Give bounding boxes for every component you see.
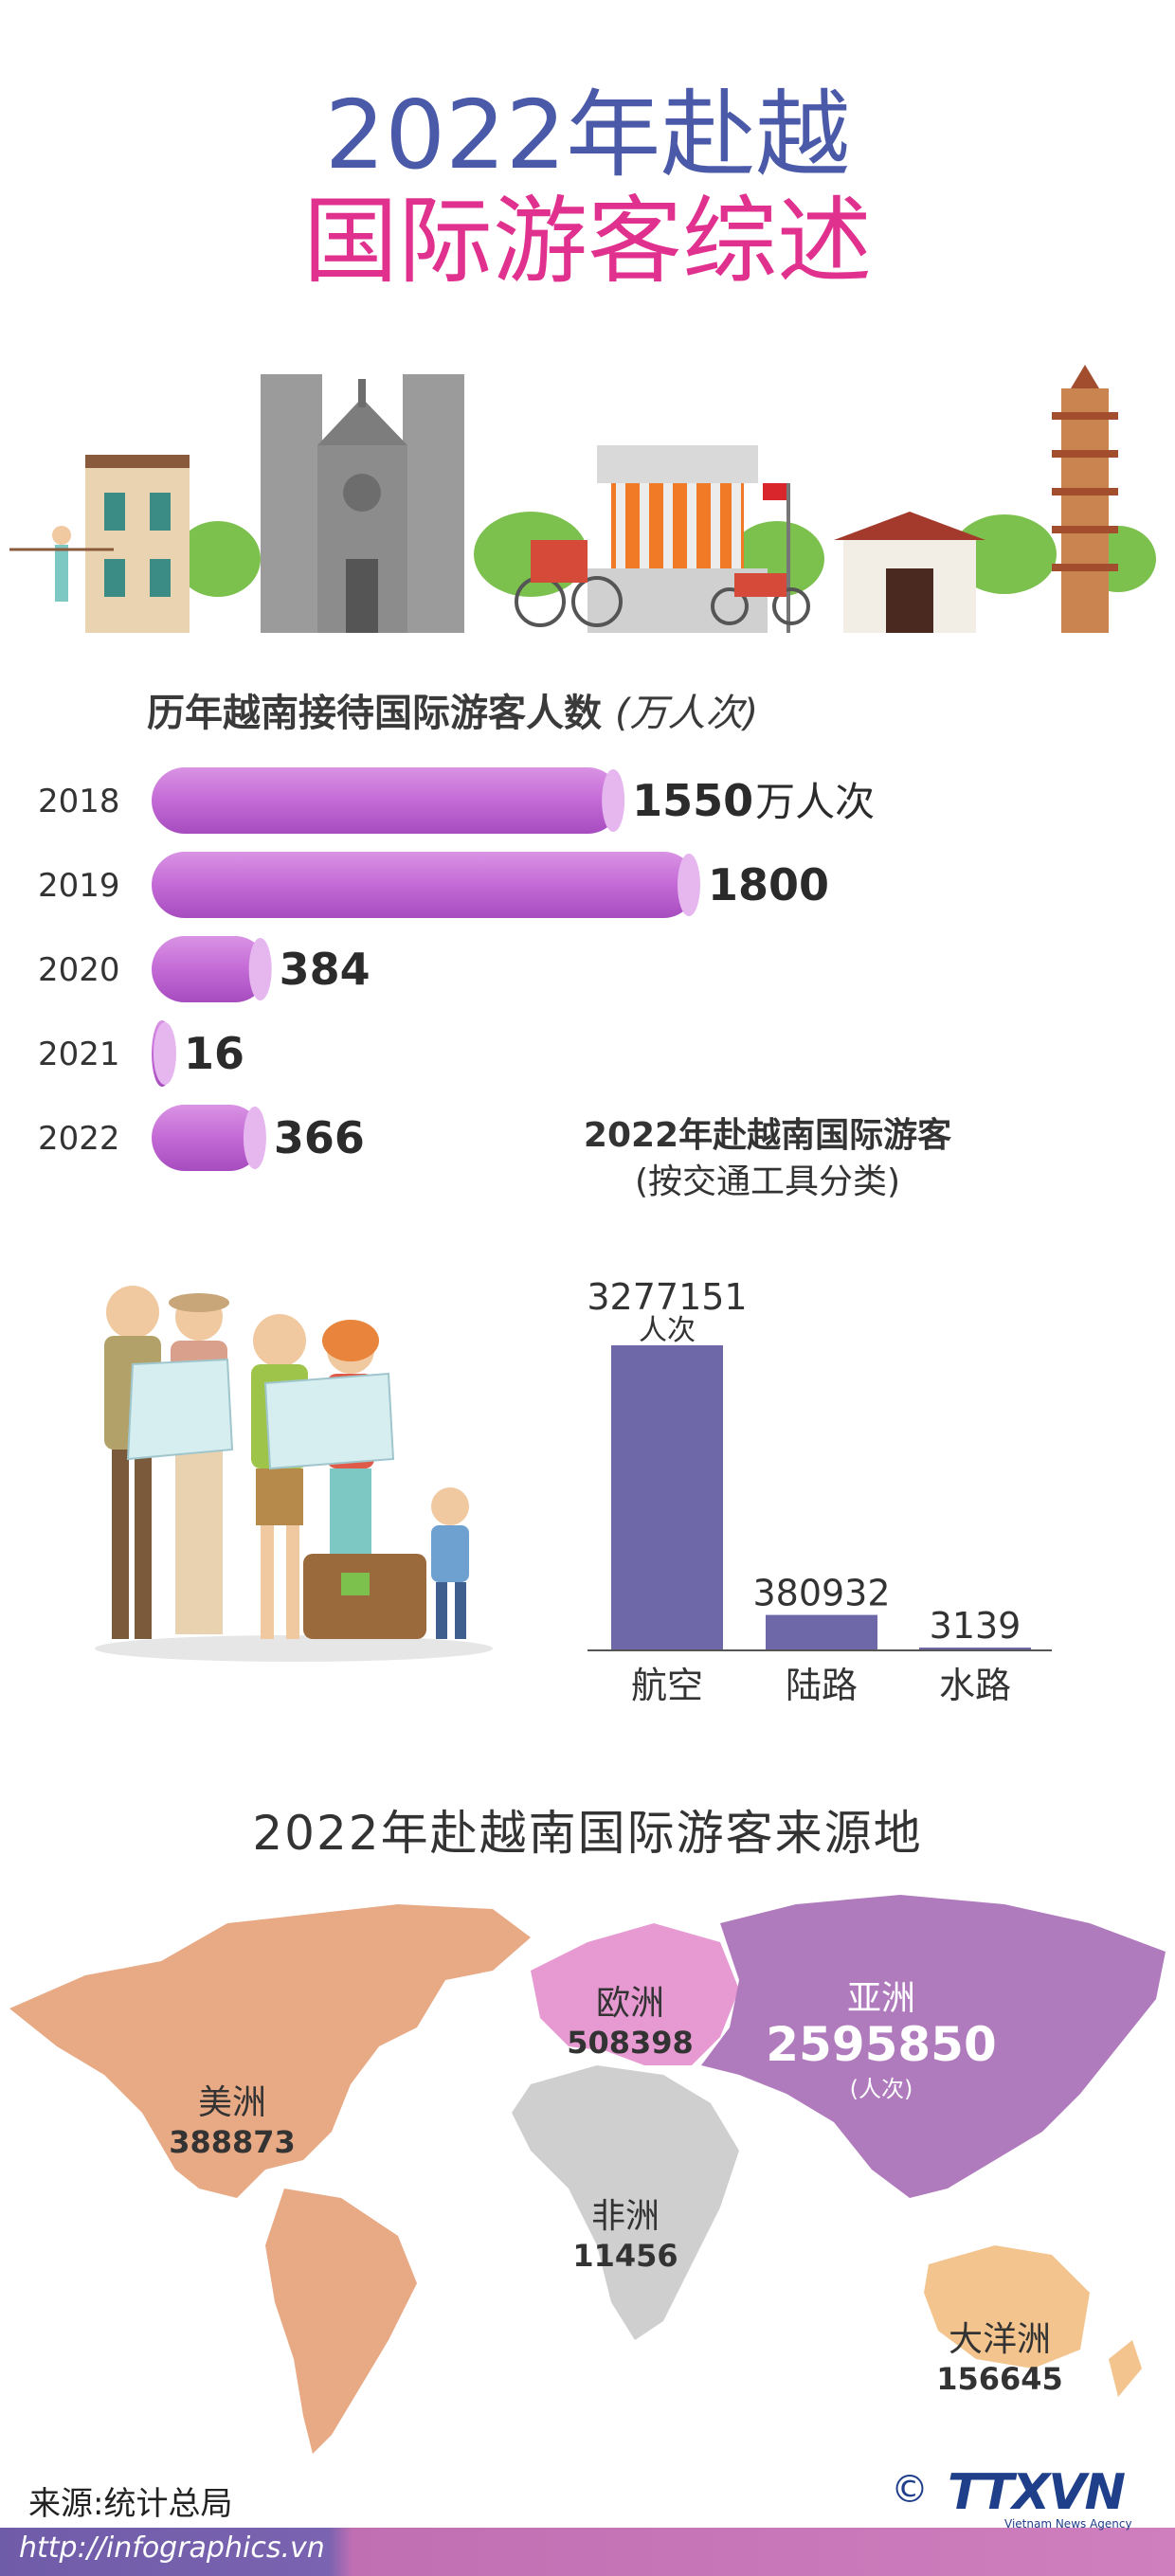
map-title: 2022年赴越南国际游客来源地	[252, 1806, 923, 1861]
transport-value: 380932	[752, 1573, 890, 1614]
footer-url-link[interactable]: http://infographics.vn	[19, 2531, 325, 2565]
source-note: 来源:统计总局	[28, 2485, 233, 2523]
transport-bar	[919, 1648, 1031, 1650]
year-bar	[152, 852, 696, 918]
year-bar-cap	[602, 769, 625, 832]
map-region-asia	[701, 1895, 1166, 2198]
temple-gate	[834, 512, 985, 635]
page-title-line2: 国际游客综述	[303, 186, 872, 297]
transport-label: 水路	[939, 1665, 1011, 1706]
page-title-line1: 2022年赴越	[324, 80, 851, 190]
region-label-asia: 亚洲 2595850 (人次)	[758, 1971, 1004, 2103]
region-value-oceania: 156645	[936, 2361, 1063, 2397]
year-value-unit: 万人次	[755, 779, 875, 825]
transport-chart-title: 2022年赴越南国际游客 (按交通工具分类)	[531, 1113, 1004, 1205]
map-region-europe	[531, 1923, 739, 2065]
region-unit-asia: (人次)	[849, 2075, 913, 2102]
hanoi-skyline-illustration	[0, 365, 1175, 644]
cathedral	[261, 374, 464, 635]
mausoleum	[588, 445, 790, 635]
region-value-africa: 11456	[572, 2238, 678, 2274]
region-name-oceania: 大洋洲	[948, 2320, 1051, 2359]
logo-subtext: Vietnam News Agency	[1004, 2517, 1132, 2531]
transport-bar	[611, 1345, 723, 1650]
year-bar-cap	[678, 854, 700, 916]
ttxvn-logo: © TTXVN Vietnam News Agency	[891, 2464, 1156, 2531]
year-label: 2019	[38, 867, 120, 905]
year-value: 16	[184, 1028, 244, 1079]
yearly-chart-title: 历年越南接待国际游客人数 (万人次)	[147, 682, 758, 737]
year-value: 384	[280, 944, 371, 995]
tourists-illustration	[95, 1286, 493, 1662]
copyright-icon: ©	[891, 2468, 929, 2512]
region-name-africa: 非洲	[590, 2197, 660, 2236]
transport-label: 航空	[631, 1665, 703, 1706]
year-label: 2018	[38, 783, 120, 820]
region-value-asia: 2595850	[766, 2017, 997, 2072]
transport-label: 陆路	[786, 1665, 858, 1706]
year-bar	[152, 936, 268, 1002]
transport-title-line1: 2022年赴越南国际游客	[583, 1116, 952, 1155]
map-region-oceania	[924, 2245, 1090, 2369]
year-bar-cap	[248, 938, 272, 1000]
year-bar-cap	[243, 1107, 266, 1169]
region-value-europe: 508398	[567, 2025, 694, 2061]
year-label: 2022	[38, 1120, 120, 1158]
street-figures	[9, 526, 810, 627]
logo-text: TTXVN	[948, 2464, 1126, 2521]
pagoda	[1052, 365, 1118, 635]
region-value-america: 388873	[169, 2124, 296, 2160]
transport-bar	[766, 1614, 877, 1650]
region-label-oceania: 大洋洲 156645	[929, 2312, 1071, 2397]
world-map	[9, 1895, 1166, 2454]
region-label-america: 美洲 388873	[166, 2075, 298, 2160]
region-label-africa: 非洲 11456	[559, 2189, 692, 2274]
yearly-chart-title-text: 历年越南接待国际游客人数	[147, 692, 602, 735]
region-label-europe: 欧洲 508398	[559, 1975, 701, 2061]
yearly-chart-unit: (万人次)	[614, 692, 759, 735]
year-bar	[152, 1105, 262, 1171]
map-region-america-north	[9, 1904, 531, 2198]
region-name-asia: 亚洲	[846, 1979, 915, 2018]
year-value: 366	[274, 1112, 365, 1163]
colonial-house	[85, 455, 190, 635]
region-name-america: 美洲	[197, 2083, 266, 2122]
transport-title-line2: (按交通工具分类)	[634, 1162, 901, 1201]
transport-value: 3277151	[587, 1276, 747, 1318]
map-region-america-south	[265, 2189, 417, 2454]
yearly-bar-chart: 2018 1550 万人次 2019 1800 2020 384 2021 16 2022 366	[38, 767, 875, 1171]
transport-value: 3139	[930, 1605, 1021, 1647]
transport-unit: 人次	[639, 1314, 696, 1347]
year-label: 2021	[38, 1036, 120, 1073]
year-label: 2020	[38, 951, 120, 989]
footer-bar	[0, 2528, 1175, 2576]
map-region-africa	[512, 2065, 739, 2340]
year-bar	[152, 767, 622, 834]
year-value: 1550	[632, 775, 753, 826]
year-value: 1800	[708, 859, 829, 910]
year-bar-cap	[154, 1022, 176, 1085]
region-name-europe: 欧洲	[595, 1984, 664, 2023]
